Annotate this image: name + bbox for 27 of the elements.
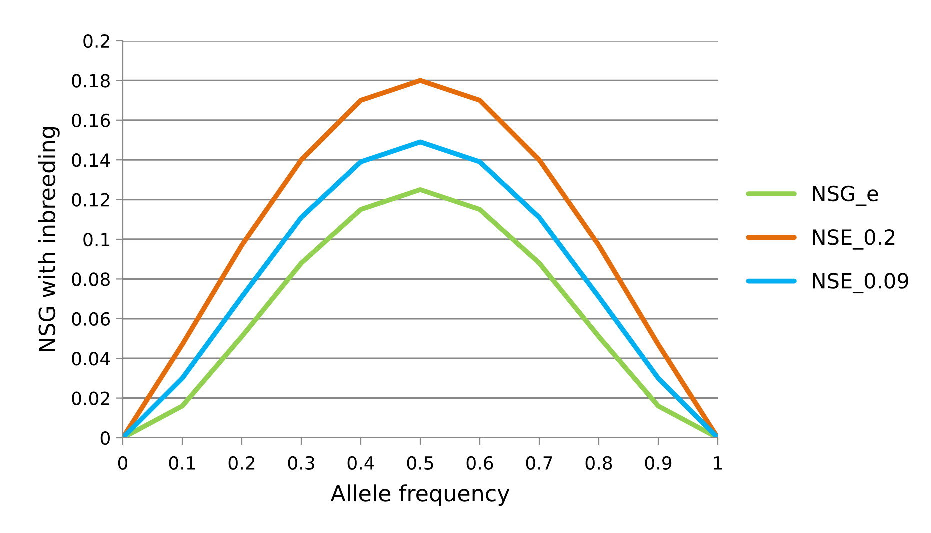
y-tick-label: 0.06	[72, 312, 110, 326]
y-tick-label: 0.02	[72, 392, 110, 406]
legend-label: NSE_0.2	[813, 229, 895, 250]
legend-label: NSG_e	[813, 186, 878, 206]
y-tick-label: 0.04	[72, 352, 110, 366]
y-tick-label: 0.08	[72, 272, 110, 286]
x-tick-label: 1	[714, 456, 722, 470]
x-tick-label: 0.5	[407, 456, 434, 470]
y-tick-label: 0.12	[72, 193, 110, 207]
y-tick-label: 0.1	[84, 232, 110, 247]
x-tick-label: 0.7	[526, 456, 552, 470]
x-tick-label: 0.3	[288, 456, 314, 470]
x-tick-label: 0.6	[466, 456, 494, 470]
x-tick-label: 0.1	[169, 456, 196, 470]
y-tick-label: 0.14	[72, 154, 110, 168]
x-tick-label: 0.9	[645, 456, 672, 470]
y-tick-label: 0.2	[84, 34, 110, 48]
x-axis-title: Allele frequency	[330, 484, 510, 506]
x-tick-label: 0.4	[348, 456, 374, 470]
x-tick-label: 0.8	[586, 456, 612, 470]
y-tick-label: 0.16	[72, 114, 110, 128]
x-tick-label: 0.2	[228, 456, 255, 470]
y-tick-label: 0	[100, 431, 110, 446]
y-tick-label: 0.18	[72, 74, 110, 88]
legend-label: NSE_0.09	[813, 273, 908, 294]
y-axis-title: NSG with inbreeding	[38, 128, 60, 352]
x-tick-label: 0	[118, 456, 128, 470]
